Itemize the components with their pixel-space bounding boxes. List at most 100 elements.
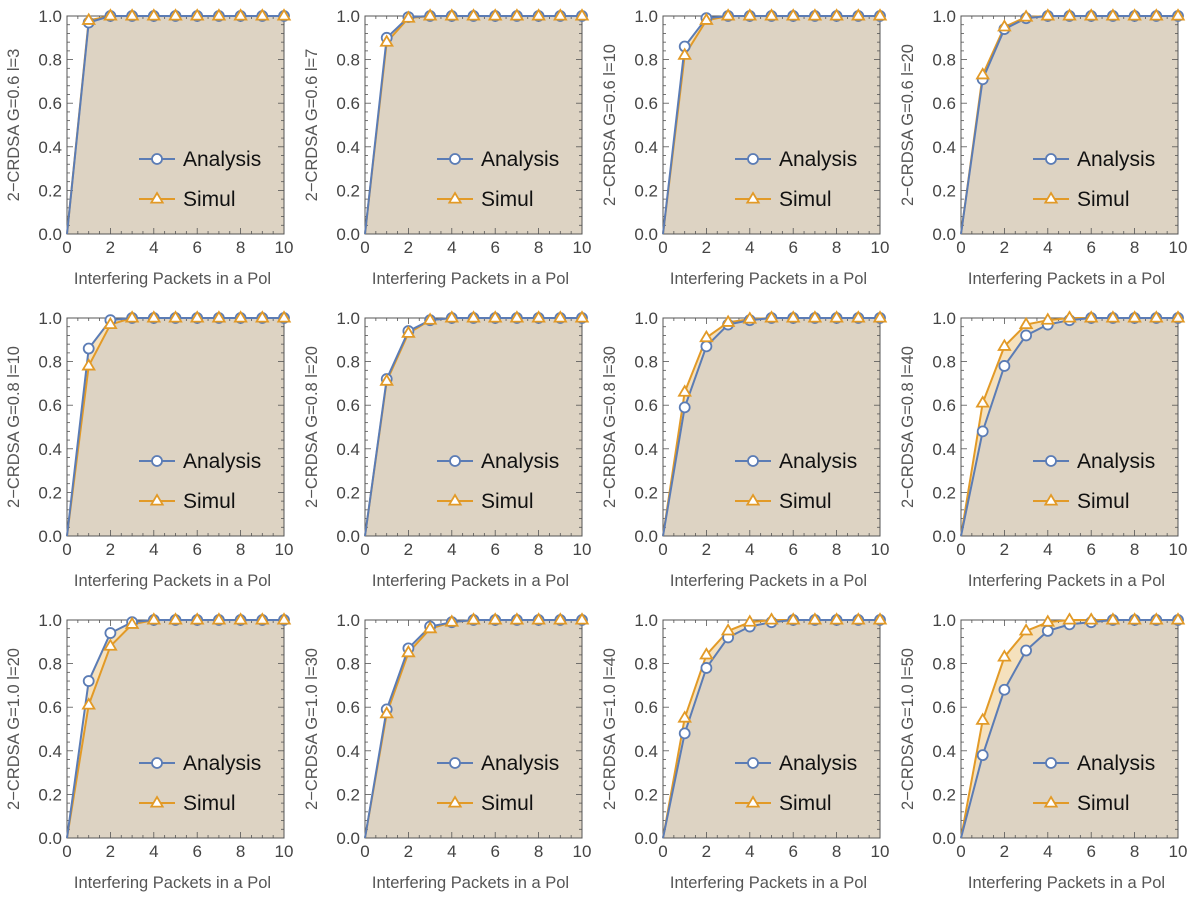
x-axis-title: Interfering Packets in a Pol: [74, 270, 271, 288]
simul-point: [677, 47, 692, 60]
y-tick-label: 1.0: [336, 611, 360, 630]
legend: Analysis Simul: [735, 450, 857, 513]
legend: Analysis Simul: [139, 450, 261, 513]
legend: Analysis Simul: [735, 148, 857, 211]
simul-point: [168, 310, 183, 323]
x-tick-label: 6: [1086, 842, 1095, 861]
area-fill: [365, 620, 582, 838]
x-tick-label: 0: [62, 842, 71, 861]
simul-point: [1018, 9, 1034, 22]
chart-svg: 0 2 4 6 8 10 0.0 0.2 0.4 0.6 0.8 1.0 Interfering Pac…: [303, 309, 591, 590]
x-tick-label: 2: [404, 842, 413, 861]
analysis-point: [104, 627, 117, 639]
simul-point: [379, 34, 394, 47]
y-tick-label: 0.8: [38, 353, 62, 372]
y-tick-label: 0.2: [634, 785, 658, 804]
y-tick-label: 0.0: [38, 527, 62, 546]
simul-point: [1105, 612, 1121, 625]
x-axis-title: Interfering Packets in a Pol: [968, 270, 1165, 288]
simul-point: [574, 310, 590, 323]
y-tick-label: 0.2: [634, 483, 658, 502]
simul-point: [975, 712, 990, 725]
simul-point: [509, 612, 525, 625]
simul-point: [829, 612, 844, 625]
legend-analysis-marker: [449, 757, 461, 769]
legend-analysis-label: Analysis: [481, 450, 559, 473]
simul-point: [742, 8, 758, 21]
simul-point: [764, 8, 779, 21]
chart-svg: 0 2 4 6 8 10 0.0 0.2 0.4 0.6 0.8 1.0 Interfering Pac…: [601, 611, 889, 892]
legend-analysis-label: Analysis: [183, 752, 261, 775]
legend-analysis-marker: [747, 757, 759, 769]
x-tick-label: 6: [192, 540, 201, 559]
x-tick-label: 6: [1086, 238, 1095, 257]
x-tick-label: 2: [1000, 238, 1009, 257]
area-fill: [67, 318, 284, 536]
y-axis-title: 2−CRDSA G=0.8 l=20: [303, 346, 321, 508]
simul-point: [233, 310, 248, 323]
area-fill: [67, 16, 284, 234]
y-tick-label: 0.0: [932, 829, 956, 848]
analysis-point: [82, 342, 95, 355]
legend: Analysis Simul: [139, 148, 261, 211]
x-tick-label: 4: [1043, 540, 1052, 559]
x-tick-label: 4: [745, 238, 754, 257]
simul-point: [677, 710, 692, 723]
x-tick-label: 4: [447, 842, 456, 861]
x-tick-label: 0: [658, 238, 667, 257]
simul-point: [531, 310, 546, 323]
simul-point: [1083, 8, 1099, 21]
x-tick-label: 8: [236, 842, 245, 861]
chart-panel: 0 2 4 6 8 10 0.0 0.2 0.4 0.6 0.8 1.0 Interfering Pac…: [891, 0, 1189, 300]
area-fill: [365, 318, 582, 536]
area-fill: [663, 318, 880, 536]
y-tick-label: 1.0: [634, 7, 658, 26]
y-tick-label: 1.0: [336, 7, 360, 26]
y-tick-label: 1.0: [932, 7, 956, 26]
legend: Analysis Simul: [1033, 752, 1155, 815]
legend: Analysis Simul: [437, 752, 559, 815]
simul-point: [146, 612, 162, 625]
x-axis-title: Interfering Packets in a Pol: [372, 572, 569, 590]
legend-simul-label: Simul: [481, 490, 534, 513]
area-fill: [961, 16, 1178, 234]
simul-point: [553, 612, 568, 625]
simul-point: [466, 310, 481, 323]
y-tick-label: 1.0: [634, 611, 658, 630]
y-tick-label: 0.4: [38, 440, 62, 459]
simul-point: [379, 373, 394, 386]
y-axis-title: 2−CRDSA G=0.6 l=20: [899, 44, 917, 206]
simul-point: [233, 612, 248, 625]
x-tick-label: 8: [832, 540, 841, 559]
simul-point: [851, 612, 866, 625]
simul-point: [851, 8, 866, 21]
simul-point: [872, 612, 888, 625]
chart-svg: 0 2 4 6 8 10 0.0 0.2 0.4 0.6 0.8 1.0 Interfering Pac…: [303, 611, 591, 892]
simul-point: [255, 612, 270, 625]
x-tick-label: 4: [745, 842, 754, 861]
y-tick-label: 1.0: [932, 309, 956, 328]
simul-point: [1040, 312, 1056, 325]
chart-panel: 0 2 4 6 8 10 0.0 0.2 0.4 0.6 0.8 1.0 Interfering Pac…: [0, 604, 295, 904]
simul-point: [1170, 612, 1186, 625]
x-tick-label: 0: [360, 238, 369, 257]
legend-simul-label: Simul: [1077, 792, 1130, 815]
simul-point: [807, 8, 823, 21]
simul-point: [509, 8, 525, 21]
x-tick-label: 6: [192, 842, 201, 861]
simul-point: [975, 67, 990, 80]
y-tick-label: 0.6: [38, 698, 62, 717]
x-tick-label: 8: [1130, 842, 1139, 861]
analysis-point: [678, 727, 691, 740]
y-tick-label: 0.8: [932, 655, 956, 674]
x-tick-label: 6: [788, 540, 797, 559]
chart-panel: 0 2 4 6 8 10 0.0 0.2 0.4 0.6 0.8 1.0 Interfering Pac…: [0, 302, 295, 602]
simul-point: [1105, 8, 1121, 21]
analysis-point: [976, 749, 989, 762]
y-tick-label: 0.4: [336, 742, 360, 761]
simul-point: [764, 612, 779, 625]
legend-analysis-marker: [747, 455, 759, 467]
x-tick-label: 10: [871, 540, 890, 559]
analysis-point: [998, 360, 1011, 372]
